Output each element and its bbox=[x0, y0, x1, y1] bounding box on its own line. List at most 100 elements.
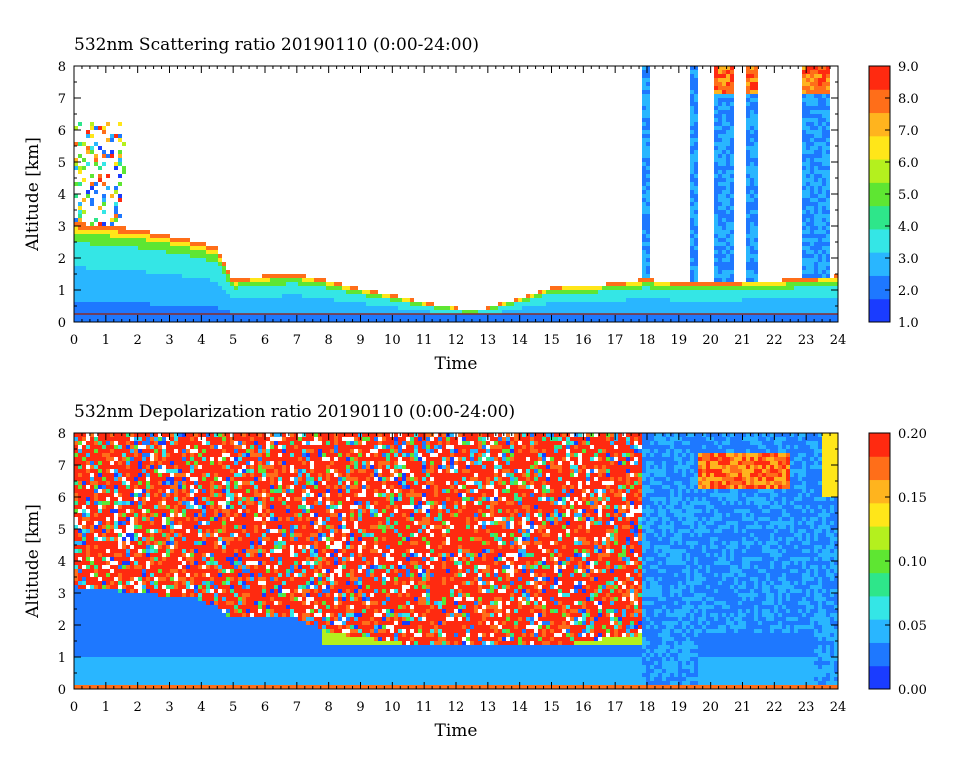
colorbar-segment bbox=[869, 526, 890, 550]
x-tick-label: 19 bbox=[671, 700, 688, 715]
x-tick-label: 7 bbox=[293, 700, 301, 715]
x-tick-label: 11 bbox=[416, 333, 433, 348]
colorbar-segment bbox=[869, 112, 890, 137]
y-tick-label: 6 bbox=[58, 124, 66, 139]
x-tick-label: 4 bbox=[197, 700, 205, 715]
colorbar-segment bbox=[869, 275, 890, 300]
x-tick-label: 14 bbox=[511, 700, 528, 715]
x-tick-label: 2 bbox=[134, 700, 142, 715]
x-tick-label: 20 bbox=[702, 333, 719, 348]
colorbar-segment bbox=[869, 135, 890, 160]
colorbar-segment bbox=[869, 252, 890, 276]
y-tick-label: 6 bbox=[58, 491, 66, 506]
x-tick-label: 7 bbox=[293, 333, 301, 348]
x-tick-label: 17 bbox=[607, 700, 624, 715]
y-tick-label: 1 bbox=[58, 284, 66, 299]
x-tick-label: 21 bbox=[734, 333, 751, 348]
x-tick-label: 9 bbox=[356, 700, 364, 715]
y-tick-label: 7 bbox=[58, 92, 66, 107]
y-tick-label: 5 bbox=[58, 523, 66, 538]
colorbar-segment bbox=[869, 159, 890, 183]
colorbar-tick-label: 6.0 bbox=[898, 156, 919, 171]
y-tick-label: 4 bbox=[58, 555, 66, 570]
colorbar-segment bbox=[869, 595, 890, 620]
chart-svg: 532nm Depolarization ratio 20190110 (0:0… bbox=[23, 402, 927, 741]
x-tick-label: 23 bbox=[798, 700, 815, 715]
x-tick-label: 12 bbox=[448, 333, 465, 348]
colorbar-segment bbox=[869, 298, 890, 323]
x-tick-label: 6 bbox=[261, 333, 269, 348]
colorbar-tick-label: 0.15 bbox=[898, 491, 927, 506]
x-tick-label: 24 bbox=[830, 700, 847, 715]
y-tick-label: 3 bbox=[58, 220, 66, 235]
y-tick-label: 7 bbox=[58, 459, 66, 474]
colorbar-tick-label: 1.0 bbox=[898, 316, 919, 331]
y-tick-label: 2 bbox=[58, 252, 66, 267]
x-tick-label: 20 bbox=[702, 700, 719, 715]
colorbar-segment bbox=[869, 665, 890, 690]
depolarization-ratio-panel: 532nm Depolarization ratio 20190110 (0:0… bbox=[0, 367, 960, 752]
y-axis-label: Altitude [km] bbox=[23, 504, 43, 619]
colorbar-tick-label: 3.0 bbox=[898, 252, 919, 267]
y-tick-label: 8 bbox=[58, 60, 66, 75]
colorbar-segment bbox=[869, 89, 890, 114]
x-tick-label: 8 bbox=[325, 700, 333, 715]
x-tick-label: 18 bbox=[639, 333, 656, 348]
y-tick-label: 1 bbox=[58, 651, 66, 666]
chart-svg: 532nm Scattering ratio 20190110 (0:00-24… bbox=[23, 35, 919, 374]
colorbar-segment bbox=[869, 619, 890, 643]
x-tick-label: 10 bbox=[384, 700, 401, 715]
colorbar-tick-label: 5.0 bbox=[898, 188, 919, 203]
x-tick-label: 16 bbox=[575, 333, 592, 348]
x-tick-label: 23 bbox=[798, 333, 815, 348]
y-tick-label: 5 bbox=[58, 156, 66, 171]
y-tick-label: 8 bbox=[58, 427, 66, 442]
x-tick-label: 22 bbox=[766, 700, 783, 715]
x-tick-label: 2 bbox=[134, 333, 142, 348]
x-tick-label: 1 bbox=[102, 333, 110, 348]
colorbar-tick-label: 2.0 bbox=[898, 284, 919, 299]
colorbar-tick-label: 0.05 bbox=[898, 619, 927, 634]
x-tick-label: 5 bbox=[229, 700, 237, 715]
x-tick-label: 13 bbox=[480, 700, 497, 715]
x-tick-label: 0 bbox=[70, 700, 78, 715]
x-tick-label: 19 bbox=[671, 333, 688, 348]
x-tick-label: 18 bbox=[639, 700, 656, 715]
y-tick-label: 4 bbox=[58, 188, 66, 203]
x-tick-label: 24 bbox=[830, 333, 847, 348]
x-tick-label: 3 bbox=[165, 333, 173, 348]
y-tick-label: 0 bbox=[58, 316, 66, 331]
x-tick-label: 10 bbox=[384, 333, 401, 348]
x-tick-label: 13 bbox=[480, 333, 497, 348]
x-tick-label: 8 bbox=[325, 333, 333, 348]
y-tick-label: 2 bbox=[58, 619, 66, 634]
colorbar-segment bbox=[869, 456, 890, 481]
colorbar-segment bbox=[869, 433, 890, 457]
colorbar-segment bbox=[869, 549, 890, 574]
x-tick-label: 9 bbox=[356, 333, 364, 348]
colorbar-segment bbox=[869, 502, 890, 527]
colorbar-segment bbox=[869, 479, 890, 504]
x-axis-label: Time bbox=[435, 354, 478, 374]
scattering-ratio-panel: 532nm Scattering ratio 20190110 (0:00-24… bbox=[23, 35, 919, 374]
colorbar-segment bbox=[869, 182, 890, 207]
colorbar-tick-label: 0.00 bbox=[898, 683, 927, 698]
x-axis-label: Time bbox=[435, 721, 478, 741]
x-tick-label: 11 bbox=[416, 700, 433, 715]
x-tick-label: 21 bbox=[734, 700, 751, 715]
colorbar-tick-label: 0.20 bbox=[898, 427, 927, 442]
y-tick-label: 3 bbox=[58, 587, 66, 602]
colorbar-segment bbox=[869, 228, 890, 253]
x-tick-label: 5 bbox=[229, 333, 237, 348]
colorbar-segment bbox=[869, 205, 890, 230]
colorbar-tick-label: 0.10 bbox=[898, 555, 927, 570]
x-tick-label: 6 bbox=[261, 700, 269, 715]
colorbar-tick-label: 9.0 bbox=[898, 60, 919, 75]
x-tick-label: 12 bbox=[448, 700, 465, 715]
heatmap-field bbox=[74, 433, 838, 689]
x-tick-label: 15 bbox=[543, 700, 560, 715]
colorbar-tick-label: 7.0 bbox=[898, 124, 919, 139]
colorbar-segment bbox=[869, 66, 890, 90]
heatmap-field bbox=[74, 66, 838, 322]
y-tick-label: 0 bbox=[58, 683, 66, 698]
